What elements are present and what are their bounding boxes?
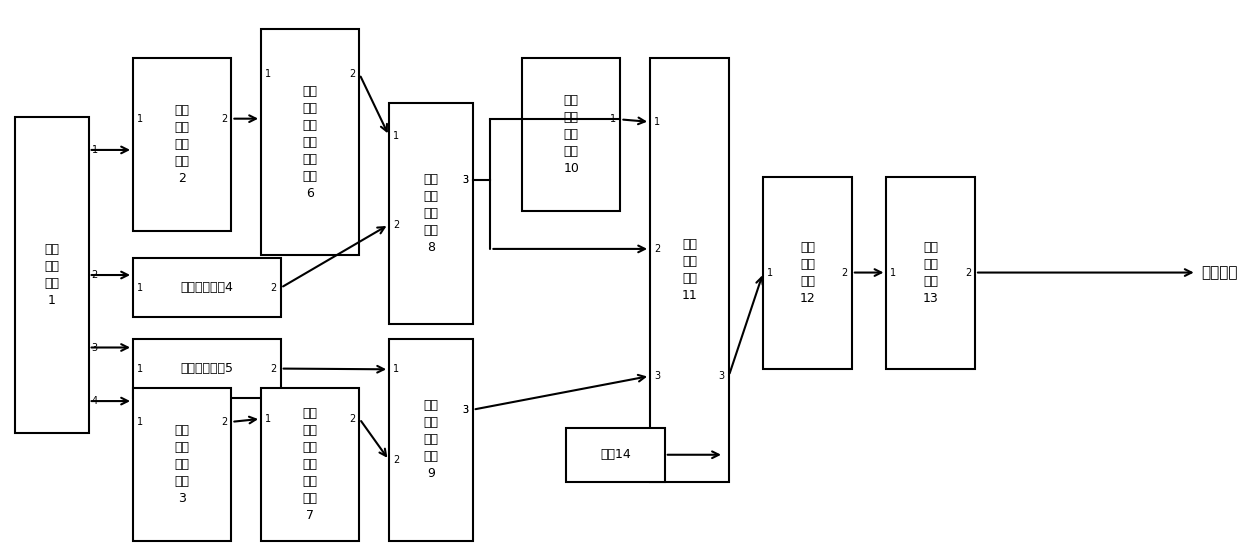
Text: 3: 3 [92,342,98,353]
Text: 2: 2 [349,69,356,79]
Bar [133,258,281,317]
Text: 1: 1 [611,114,617,124]
Bar [763,177,852,369]
Bar [389,103,473,324]
Text: 1: 1 [92,145,98,155]
Bar [650,59,729,482]
Bar [261,29,359,256]
Text: 1: 1 [654,117,660,127]
Bar [133,59,232,231]
Text: 2: 2 [841,268,847,278]
Text: 2: 2 [965,268,971,278]
Text: 3: 3 [462,175,468,185]
Text: 1: 1 [265,414,271,424]
Bar [886,177,975,369]
Bar [133,339,281,398]
Text: 3: 3 [654,371,660,381]
Text: 2: 2 [222,114,228,124]
Text: 短码
扩频
调制
模块
9: 短码 扩频 调制 模块 9 [424,400,439,480]
Text: 数据
信息
产生
模块
2: 数据 信息 产生 模块 2 [175,104,190,185]
Text: 工作
模式
选择
模块
10: 工作 模式 选择 模块 10 [564,94,579,175]
Text: 3: 3 [462,175,468,185]
Text: 4: 4 [92,396,98,406]
Text: 2: 2 [393,455,399,465]
Text: 2: 2 [654,244,660,254]
Text: 1: 1 [393,364,399,374]
Text: 3: 3 [462,405,468,415]
Bar [389,339,473,541]
Text: 长码产生模块4: 长码产生模块4 [181,282,233,294]
Text: 2: 2 [349,414,356,424]
Text: 2: 2 [393,220,399,230]
Text: 滤波
放大
模块
13: 滤波 放大 模块 13 [923,241,939,305]
Text: 射频输出: 射频输出 [1202,265,1238,280]
Bar [566,428,665,482]
Text: 时序
控制
模块
1: 时序 控制 模块 1 [45,243,59,307]
Text: 1: 1 [136,417,142,427]
Text: 2: 2 [270,283,276,293]
Text: 2: 2 [92,270,98,280]
Bar [133,388,232,541]
Text: 同步
信息
产生
模块
3: 同步 信息 产生 模块 3 [175,424,190,505]
Text: 1: 1 [136,283,142,293]
Text: 2: 2 [222,417,228,427]
Bar [15,118,89,433]
Text: 1: 1 [767,268,773,278]
Text: 短码产生模块5: 短码产生模块5 [181,362,233,375]
Text: 1: 1 [136,364,142,374]
Bar [522,59,621,211]
Text: 数据
调制
模块
11: 数据 调制 模块 11 [681,238,698,302]
Text: 3: 3 [462,405,468,415]
Text: 2: 2 [270,364,276,374]
Text: 1: 1 [136,114,142,124]
Text: 电源14: 电源14 [600,448,631,461]
Text: 同步
信息
纠错
编码
产生
模块
7: 同步 信息 纠错 编码 产生 模块 7 [302,407,317,522]
Bar [261,388,359,541]
Text: 数据
信息
纠错
编码
产生
模块
6: 数据 信息 纠错 编码 产生 模块 6 [302,84,317,200]
Text: 1: 1 [891,268,897,278]
Text: 1: 1 [393,131,399,141]
Text: 1: 1 [265,69,271,79]
Text: 数模
转换
模块
12: 数模 转换 模块 12 [799,241,815,305]
Text: 长码
扩频
调制
模块
8: 长码 扩频 调制 模块 8 [424,173,439,254]
Text: 3: 3 [719,371,725,381]
